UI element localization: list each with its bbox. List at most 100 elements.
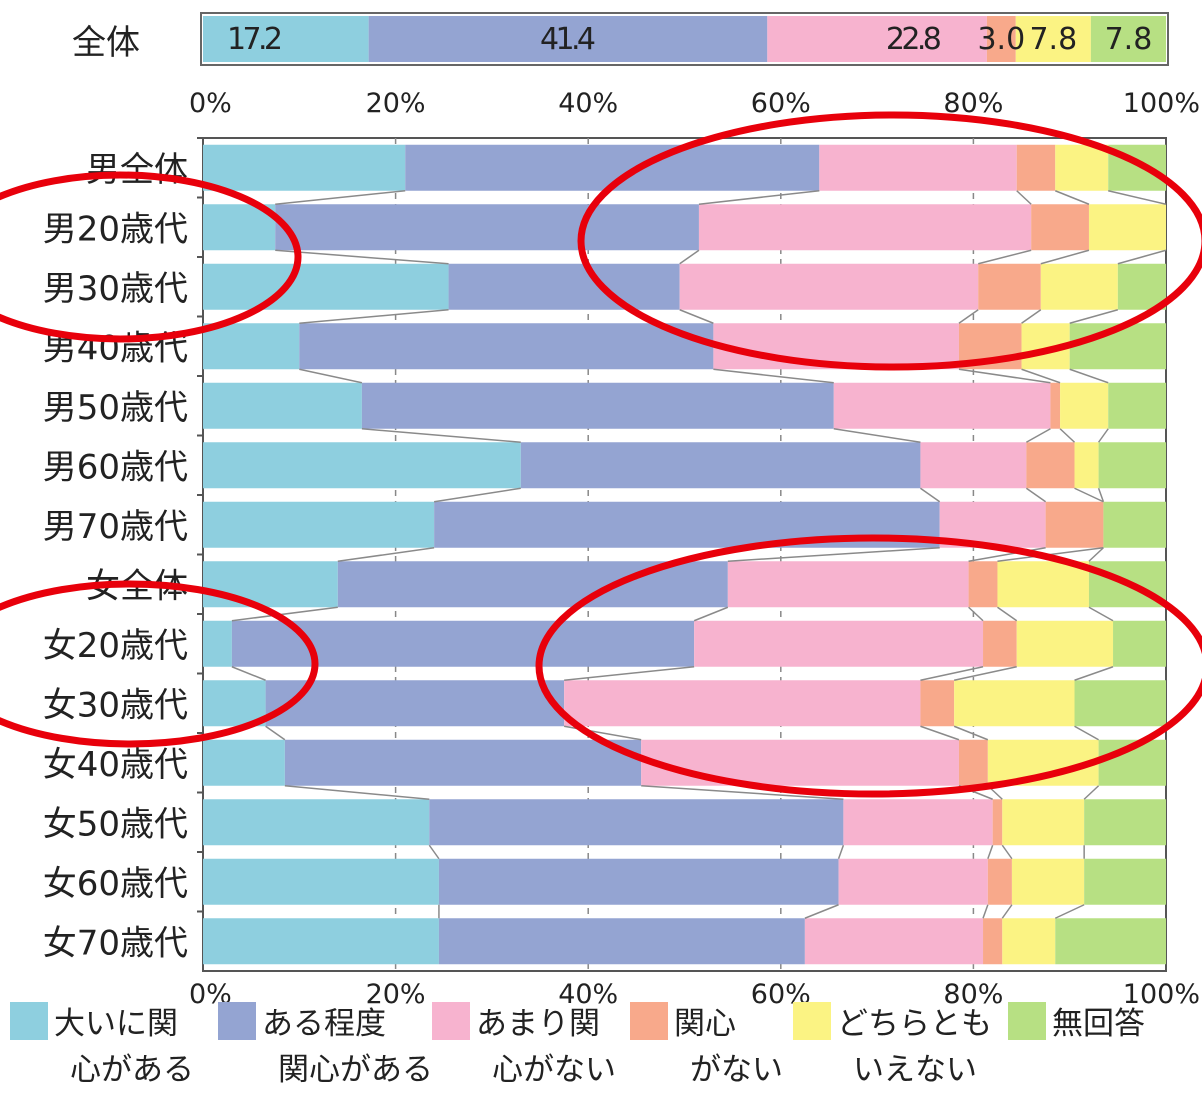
overall-segment-6 <box>1090 16 1166 62</box>
bar-segment-row2-s2 <box>275 204 699 251</box>
bar-segment-row10-s3 <box>564 680 921 727</box>
connector-line <box>997 606 1018 622</box>
connector-line <box>1059 428 1076 443</box>
bar-segment-row3-s4 <box>978 263 1041 310</box>
bar-segment-row5-s1 <box>203 382 362 429</box>
overall-segment-4 <box>986 16 1016 62</box>
connector-line <box>1025 487 1047 503</box>
connector-line <box>1054 904 1085 919</box>
bar-segment-row5-s4 <box>1050 382 1061 429</box>
bar-segment-row6-s6 <box>1098 442 1166 489</box>
annotation-ellipse-left-bottom <box>0 580 319 748</box>
bar-segment-row1-s1 <box>203 144 406 191</box>
legend-swatch-1 <box>10 1002 48 1040</box>
connector-line <box>804 904 839 919</box>
bar-segment-row9-s2 <box>231 620 695 667</box>
connector-line <box>1074 666 1114 681</box>
bar-segment-row13-s6 <box>1084 858 1166 905</box>
connector-line <box>1016 190 1032 205</box>
legend-label: 大いに関 <box>54 1006 178 1042</box>
bar-segment-row6-s2 <box>520 442 921 489</box>
category-label: 男20歳代 <box>43 209 188 249</box>
overall-data-label: 3.0 <box>977 22 1025 57</box>
connector-line <box>434 487 521 503</box>
legend-label-line2: いえない <box>853 1052 977 1088</box>
bar-segment-row12-s2 <box>429 799 844 846</box>
bar-segment-row9-s6 <box>1113 620 1166 667</box>
connector-line <box>1069 368 1109 384</box>
connector-line <box>833 428 921 443</box>
x-tick-bottom: 100% <box>1123 979 1200 1010</box>
bar-segment-row9-s1 <box>203 620 232 667</box>
connector-line <box>727 547 940 562</box>
connector-line <box>284 785 430 800</box>
connector-line <box>920 666 984 681</box>
connector-line <box>299 309 449 324</box>
bar-segment-row5-s2 <box>361 382 834 429</box>
overall-data-label: 17.2 <box>227 22 283 57</box>
bar-segment-row12-s6 <box>1084 799 1166 846</box>
category-label: 女20歳代 <box>43 626 188 666</box>
x-tick-bottom: 20% <box>366 979 426 1010</box>
x-tick-top: 60% <box>751 88 811 119</box>
x-tick-top: 100% <box>1123 88 1200 119</box>
connector-line <box>337 547 435 562</box>
connector-line <box>978 249 1032 265</box>
connector-line <box>1083 785 1100 800</box>
category-label: 女60歳代 <box>43 864 188 904</box>
bar-segment-row6-s1 <box>203 442 521 489</box>
category-label: 女50歳代 <box>43 804 188 844</box>
connector-line <box>1001 904 1013 919</box>
bar-segment-row14-s2 <box>438 918 805 965</box>
x-tick-top: 40% <box>558 88 618 119</box>
bar-segment-row13-s2 <box>438 858 839 905</box>
annotation-ellipse-left-top <box>0 171 302 343</box>
connector-line <box>698 190 820 205</box>
bar-segment-row13-s4 <box>987 858 1012 905</box>
bar-segment-row9-s3 <box>694 620 984 667</box>
category-label: 女40歳代 <box>43 745 188 785</box>
bar-segment-row8-s5 <box>997 561 1089 608</box>
connector-line <box>1088 547 1104 562</box>
bar-segment-row14-s1 <box>203 918 439 965</box>
x-tick-bottom: 80% <box>943 979 1003 1010</box>
bar-segment-row10-s6 <box>1074 680 1166 727</box>
bar-segment-row10-s1 <box>203 680 266 727</box>
bar-segment-row6-s3 <box>920 442 1027 489</box>
category-label: 男70歳代 <box>43 507 188 547</box>
bar-segment-row9-s5 <box>1016 620 1114 667</box>
category-label: 男60歳代 <box>43 447 188 487</box>
bar-segment-row1-s3 <box>819 144 1017 191</box>
overall-data-label: 22.8 <box>886 22 942 57</box>
bar-segment-row7-s4 <box>1045 501 1104 548</box>
connector-line <box>837 844 845 860</box>
connector-line <box>953 666 1017 681</box>
overall-segment-3 <box>767 16 987 62</box>
bar-segment-row13-s1 <box>203 858 439 905</box>
legend-label-line2: 心がない <box>492 1052 616 1088</box>
bar-segment-row14-s6 <box>1055 918 1166 965</box>
legend-label-line2: がない <box>690 1052 783 1088</box>
bar-segment-row1-s5 <box>1055 144 1109 191</box>
connector-line <box>1108 190 1167 205</box>
connector-line <box>1054 190 1090 205</box>
bar-segment-row8-s1 <box>203 561 338 608</box>
legend-swatch-4 <box>630 1002 668 1040</box>
connector-line <box>428 844 440 860</box>
connector-line <box>641 785 844 800</box>
bar-segment-row6-s4 <box>1026 442 1075 489</box>
bar-segment-row11-s2 <box>284 739 642 786</box>
legend-swatch-3 <box>432 1002 470 1040</box>
bar-segment-row14-s5 <box>1002 918 1056 965</box>
bar-segment-row11-s1 <box>203 739 285 786</box>
legend-label-line2: 心がある <box>70 1052 194 1088</box>
x-tick-top: 80% <box>943 88 1003 119</box>
connector-line <box>1069 309 1119 324</box>
connector-line <box>1021 368 1061 384</box>
connector-line <box>275 190 406 205</box>
connector-line <box>958 309 979 324</box>
overall-category-label: 全体 <box>72 23 140 63</box>
connector-line <box>1021 309 1042 324</box>
bar-segment-row2-s3 <box>698 204 1032 251</box>
